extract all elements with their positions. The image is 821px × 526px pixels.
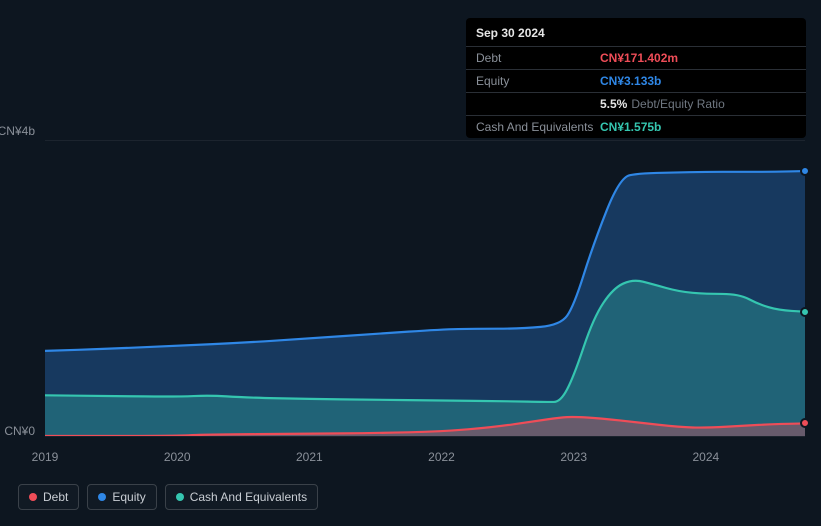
x-tick-label: 2019 — [32, 450, 59, 464]
legend-item-equity[interactable]: Equity — [87, 484, 156, 510]
x-tick-label: 2021 — [296, 450, 323, 464]
y-axis-bottom-label: CN¥0 — [0, 424, 35, 438]
chart-plot-area[interactable] — [45, 140, 805, 436]
legend-item-cash-and-equivalents[interactable]: Cash And Equivalents — [165, 484, 318, 510]
tooltip-row: DebtCN¥171.402m — [466, 46, 806, 69]
tooltip-date: Sep 30 2024 — [466, 18, 806, 46]
end-marker-equity — [800, 166, 810, 176]
legend-label: Debt — [43, 490, 68, 504]
tooltip-row-label: Equity — [476, 74, 600, 88]
legend-swatch — [29, 493, 37, 501]
tooltip-row: 5.5% Debt/Equity Ratio — [466, 92, 806, 115]
chart-svg — [45, 140, 805, 436]
legend-swatch — [176, 493, 184, 501]
tooltip-row: EquityCN¥3.133b — [466, 69, 806, 92]
tooltip-row-value: 5.5% — [600, 97, 627, 111]
legend-swatch — [98, 493, 106, 501]
x-tick-label: 2024 — [693, 450, 720, 464]
tooltip-row: Cash And EquivalentsCN¥1.575b — [466, 115, 806, 138]
tooltip-row-value: CN¥171.402m — [600, 51, 678, 65]
x-tick-label: 2020 — [164, 450, 191, 464]
end-marker-debt — [800, 418, 810, 428]
x-tick-label: 2023 — [560, 450, 587, 464]
tooltip-row-value: CN¥1.575b — [600, 120, 661, 134]
chart-tooltip: Sep 30 2024 DebtCN¥171.402mEquityCN¥3.13… — [466, 18, 806, 138]
grid-line — [45, 140, 805, 141]
end-marker-cash — [800, 307, 810, 317]
x-tick-label: 2022 — [428, 450, 455, 464]
chart-legend: Debt Equity Cash And Equivalents — [18, 484, 318, 510]
tooltip-row-value: CN¥3.133b — [600, 74, 661, 88]
tooltip-row-label: Debt — [476, 51, 600, 65]
tooltip-row-label: Cash And Equivalents — [476, 120, 600, 134]
legend-item-debt[interactable]: Debt — [18, 484, 79, 510]
y-axis-top-label: CN¥4b — [0, 124, 35, 138]
tooltip-row-sublabel: Debt/Equity Ratio — [631, 97, 724, 111]
legend-label: Equity — [112, 490, 145, 504]
grid-line — [45, 436, 805, 437]
legend-label: Cash And Equivalents — [190, 490, 307, 504]
